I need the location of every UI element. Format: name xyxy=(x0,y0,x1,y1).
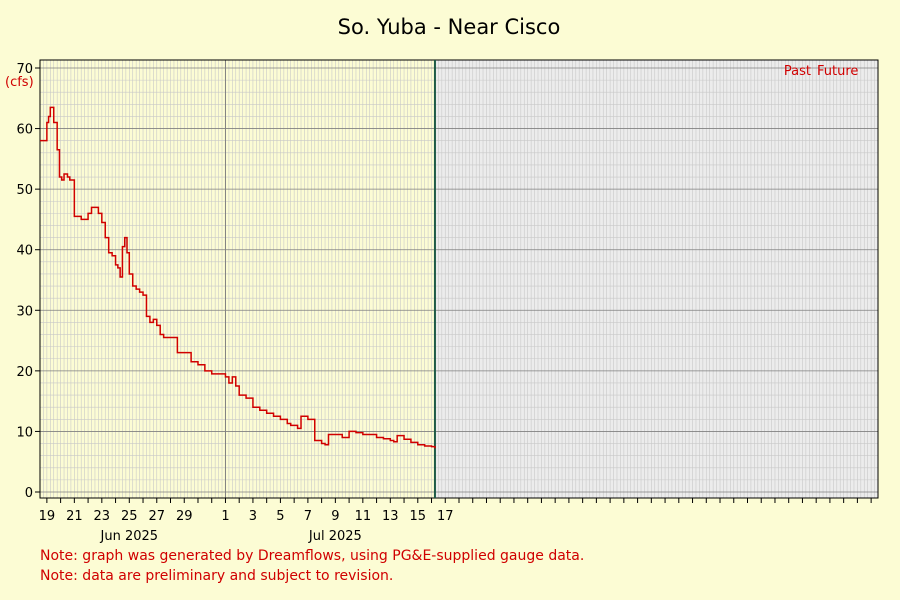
y-tick-label: 40 xyxy=(16,244,33,259)
x-tick-label: 25 xyxy=(121,509,138,524)
y-tick-label: 30 xyxy=(16,304,33,319)
y-tick-label: 70 xyxy=(16,62,33,77)
future-label: Future xyxy=(817,64,858,79)
y-axis-unit: (cfs) xyxy=(5,75,34,90)
future-region xyxy=(434,60,878,498)
flow-series-line xyxy=(40,106,436,449)
y-tick-label: 0 xyxy=(25,486,33,501)
x-tick-label: 3 xyxy=(249,509,257,524)
x-tick-label: 5 xyxy=(276,509,284,524)
y-tick-label: 60 xyxy=(16,123,33,138)
past-label: Past xyxy=(784,64,811,79)
note-preliminary: Note: data are preliminary and subject t… xyxy=(40,568,394,584)
x-tick-label: 23 xyxy=(94,509,111,524)
x-tick-label: 1 xyxy=(221,509,229,524)
chart-title: So. Yuba - Near Cisco xyxy=(338,15,561,39)
y-tick-label: 20 xyxy=(16,365,33,380)
x-tick-label: 29 xyxy=(176,509,193,524)
x-month-label: Jun 2025 xyxy=(100,529,159,544)
note-gauge-data: Note: graph was generated by Dreamflows,… xyxy=(40,548,585,564)
x-tick-label: 27 xyxy=(148,509,165,524)
x-tick-label: 11 xyxy=(355,509,372,524)
x-tick-label: 19 xyxy=(39,509,56,524)
x-tick-label: 13 xyxy=(382,509,399,524)
x-tick-label: 17 xyxy=(437,509,454,524)
y-tick-label: 50 xyxy=(16,183,33,198)
x-month-label: Jul 2025 xyxy=(308,529,362,544)
y-tick-label: 10 xyxy=(16,425,33,440)
x-tick-label: 7 xyxy=(304,509,312,524)
x-tick-label: 21 xyxy=(66,509,83,524)
x-tick-label: 9 xyxy=(331,509,339,524)
x-tick-label: 15 xyxy=(410,509,427,524)
